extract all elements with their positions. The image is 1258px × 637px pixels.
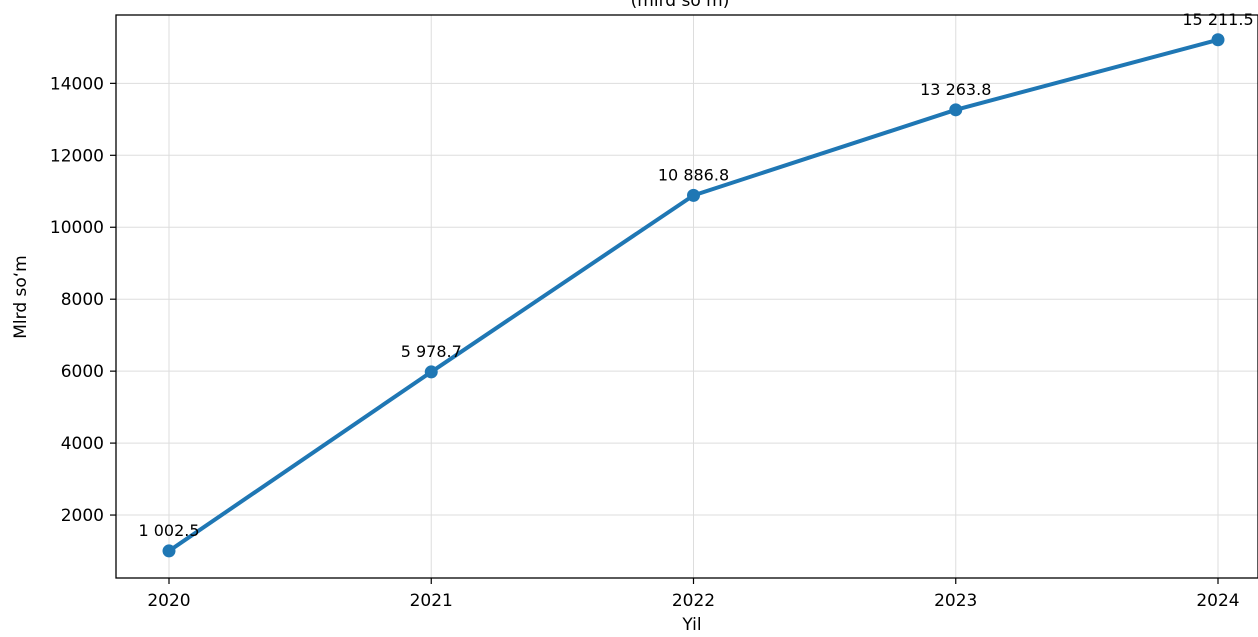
y-tick-label: 14000	[50, 74, 104, 94]
y-tick-label: 10000	[50, 218, 104, 238]
data-point	[687, 188, 700, 202]
x-axis-label: Yil	[681, 615, 701, 633]
y-tick-label: 8000	[61, 290, 104, 310]
data-point	[949, 103, 963, 117]
data-label: 1 002.5	[138, 521, 199, 540]
y-tick-label: 4000	[61, 434, 104, 454]
axis-ticks: 2020 2021 2022 2023 2024 2000 4000 6000 8000 1000…	[50, 74, 1240, 611]
x-tick-label: 2021	[410, 591, 453, 611]
data-point	[162, 544, 176, 558]
data-point	[424, 365, 438, 379]
x-tick-label: 2022	[672, 591, 715, 611]
series-layer	[162, 33, 1225, 558]
chart-title: (mlrd so‘m)	[631, 0, 730, 11]
data-labels: 1 002.5 5 978.7 10 886.8 13 263.8 15 211.5	[138, 10, 1253, 540]
data-label: 15 211.5	[1182, 10, 1253, 29]
y-tick-label: 2000	[61, 506, 104, 526]
data-label: 5 978.7	[401, 342, 462, 361]
x-tick-label: 2020	[147, 591, 190, 611]
data-label: 10 886.8	[658, 165, 729, 184]
data-point	[1211, 33, 1225, 47]
y-tick-label: 12000	[50, 146, 104, 166]
x-tick-label: 2023	[934, 591, 977, 611]
y-tick-label: 6000	[61, 362, 104, 382]
x-tick-label: 2024	[1196, 591, 1239, 611]
grid-lines	[116, 15, 1258, 578]
plot-frame	[115, 14, 1258, 579]
y-axis-label: Mlrd so‘m	[11, 255, 31, 339]
data-label: 13 263.8	[920, 80, 991, 99]
